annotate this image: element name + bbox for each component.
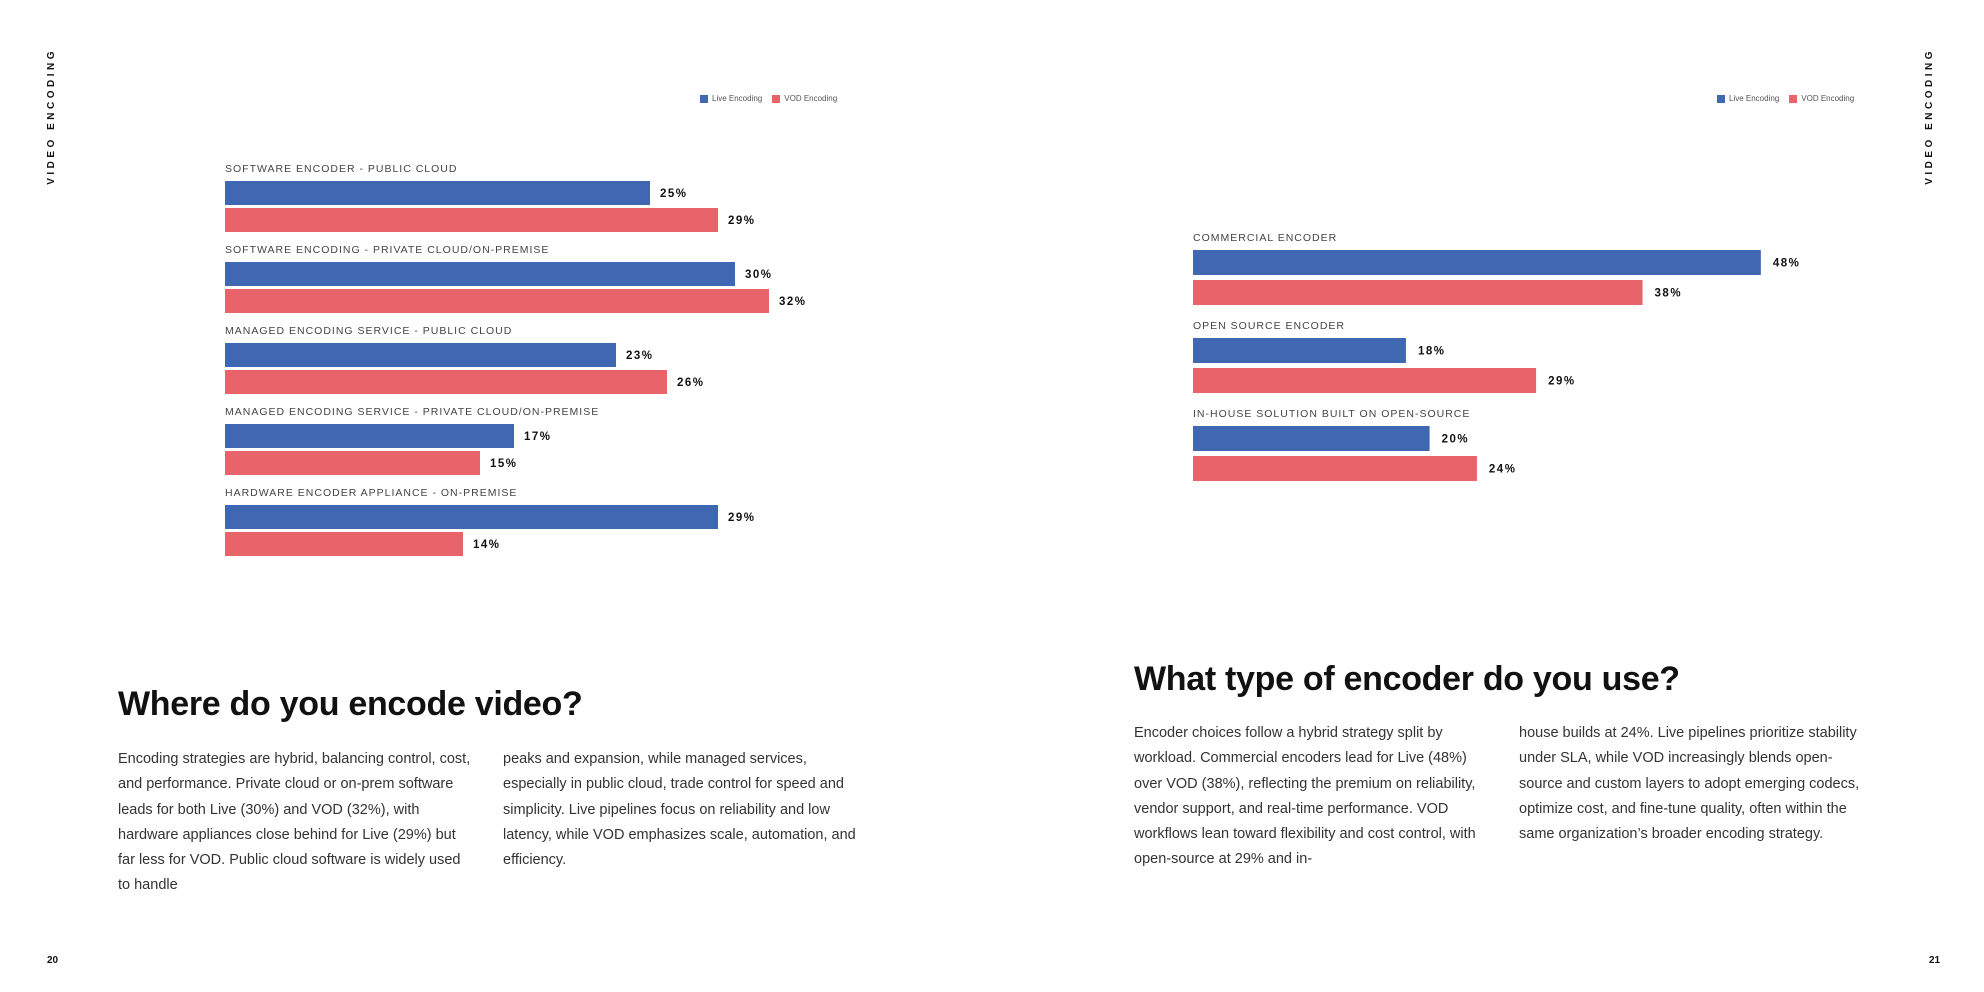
- vod-bar: [225, 451, 480, 475]
- legend-label-live: Live Encoding: [1729, 94, 1780, 103]
- vod-value-label: 32%: [779, 296, 807, 308]
- live-bar: [1193, 426, 1430, 451]
- left-page: VIDEO ENCODING Live Encoding VOD Encodin…: [46, 48, 856, 966]
- live-value-label: 20%: [1442, 434, 1470, 446]
- live-bar: [225, 181, 650, 205]
- live-bar: [225, 505, 718, 529]
- live-bar: [1193, 250, 1761, 275]
- vod-value-label: 29%: [728, 215, 756, 227]
- encode-location-chart: SOFTWARE ENCODER - PUBLIC CLOUD 25% 29% SOF…: [225, 163, 807, 556]
- live-value-label: 23%: [626, 350, 654, 362]
- legend-swatch-live: [700, 94, 708, 103]
- section-label: VIDEO ENCODING: [1924, 48, 1935, 185]
- live-value-label: 29%: [728, 512, 756, 524]
- category-label: SOFTWARE ENCODER - PUBLIC CLOUD: [225, 163, 457, 175]
- live-bar: [225, 424, 514, 448]
- chart-legend: Live Encoding VOD Encoding: [700, 94, 837, 103]
- legend-swatch-vod: [1789, 94, 1798, 103]
- section-label: VIDEO ENCODING: [46, 48, 57, 185]
- vod-bar: [1193, 280, 1643, 305]
- category-label: MANAGED ENCODING SERVICE - PRIVATE CLOUD…: [225, 406, 599, 418]
- page-title: What type of encoder do you use?: [1134, 660, 1680, 698]
- vod-bar: [1193, 368, 1537, 393]
- vod-value-label: 14%: [473, 539, 501, 551]
- vod-value-label: 24%: [1489, 464, 1517, 476]
- vod-bar: [225, 208, 718, 232]
- legend-item-vod: VOD Encoding: [1789, 94, 1854, 103]
- vod-bar: [1193, 456, 1477, 481]
- vod-bar: [225, 532, 463, 556]
- vod-value-label: 26%: [677, 377, 705, 389]
- vod-bar: [225, 370, 667, 394]
- page-number: 21: [1929, 955, 1941, 966]
- category-label: MANAGED ENCODING SERVICE - PUBLIC CLOUD: [225, 325, 512, 337]
- page-title: Where do you encode video?: [118, 685, 583, 723]
- body-text-col-2: house builds at 24%. Live pipelines prio…: [1519, 725, 1860, 843]
- right-page: VIDEO ENCODING Live Encoding VOD Encodin…: [992, 0, 1984, 992]
- legend-swatch-live: [1717, 94, 1725, 103]
- vod-value-label: 38%: [1655, 288, 1683, 300]
- page-number: 20: [47, 955, 59, 966]
- live-bar: [1193, 338, 1406, 363]
- legend-swatch-vod: [772, 94, 781, 103]
- category-label: OPEN SOURCE ENCODER: [1193, 320, 1345, 332]
- live-value-label: 18%: [1418, 346, 1446, 358]
- legend-label-vod: VOD Encoding: [1801, 94, 1855, 103]
- legend-label-vod: VOD Encoding: [784, 94, 838, 103]
- vod-value-label: 15%: [490, 458, 518, 470]
- category-label: IN-HOUSE SOLUTION BUILT ON OPEN-SOURCE: [1193, 408, 1470, 420]
- legend-item-vod: VOD Encoding: [772, 94, 837, 103]
- body-text-col-1: Encoding strategies are hybrid, balancin…: [118, 751, 471, 894]
- live-value-label: 48%: [1773, 258, 1801, 270]
- encoder-type-chart: COMMERCIAL ENCODER 48% 38% OPEN SOURCE ENCO…: [1193, 232, 1801, 481]
- category-label: SOFTWARE ENCODING - PRIVATE CLOUD/ON-PRE…: [225, 244, 549, 256]
- vod-bar: [225, 289, 769, 313]
- live-bar: [225, 262, 735, 286]
- live-value-label: 30%: [745, 269, 773, 281]
- category-label: HARDWARE ENCODER APPLIANCE - ON-PREMISE: [225, 487, 517, 499]
- body-text-col-2: peaks and expansion, while managed servi…: [503, 751, 856, 869]
- legend-label-live: Live Encoding: [712, 94, 763, 103]
- chart-legend: Live Encoding VOD Encoding: [1717, 94, 1854, 103]
- legend-item-live: Live Encoding: [1717, 94, 1779, 103]
- vod-value-label: 29%: [1548, 376, 1576, 388]
- legend-item-live: Live Encoding: [700, 94, 762, 103]
- body-text-col-1: Encoder choices follow a hybrid strategy…: [1134, 725, 1476, 868]
- live-bar: [225, 343, 616, 367]
- live-value-label: 25%: [660, 188, 688, 200]
- live-value-label: 17%: [524, 431, 552, 443]
- category-label: COMMERCIAL ENCODER: [1193, 232, 1337, 244]
